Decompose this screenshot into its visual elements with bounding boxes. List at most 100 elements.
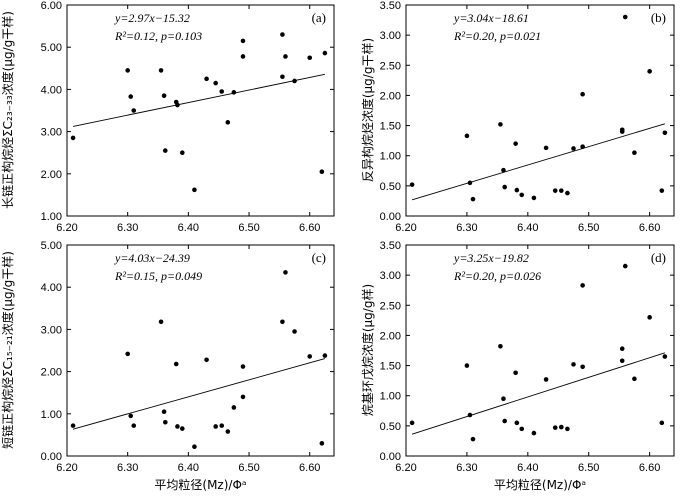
- data-point: [280, 74, 285, 80]
- data-point: [470, 436, 476, 442]
- y-tick-label: 1.50: [380, 121, 401, 133]
- data-point: [531, 430, 537, 436]
- x-tick-label: 6.60: [639, 222, 660, 234]
- data-point: [619, 346, 625, 351]
- data-point: [409, 420, 415, 426]
- x-tick-label: 6.30: [117, 222, 138, 234]
- data-point: [559, 424, 564, 430]
- data-point: [319, 441, 325, 446]
- data-point: [580, 364, 585, 370]
- data-point: [322, 353, 328, 358]
- data-point: [502, 418, 507, 424]
- x-axis-title: 平均粒径(Mz)/Φᵃ: [154, 477, 246, 492]
- data-point: [662, 354, 668, 359]
- x-tick-label: 6.60: [299, 222, 320, 234]
- x-tick-label: 6.50: [578, 222, 599, 234]
- data-point: [125, 68, 130, 73]
- data-point: [283, 54, 288, 59]
- x-tick-label: 6.40: [178, 462, 199, 474]
- x-tick-label: 6.40: [517, 462, 538, 474]
- y-tick-label: 0.00: [41, 451, 62, 463]
- y-tick-label: 4.00: [41, 282, 62, 294]
- data-point: [565, 426, 570, 432]
- data-point: [470, 196, 476, 202]
- x-tick-label: 6.30: [456, 462, 477, 474]
- data-point: [280, 32, 285, 37]
- data-point: [580, 144, 585, 149]
- data-point: [519, 192, 525, 198]
- y-tick-label: 0.00: [380, 451, 401, 463]
- data-point: [192, 187, 197, 193]
- panel-label: (c): [312, 250, 326, 265]
- y-tick-label: 1.00: [380, 391, 401, 403]
- panel-label: (a): [312, 10, 326, 25]
- data-point: [219, 89, 225, 94]
- x-tick-label: 6.60: [639, 462, 660, 474]
- y-tick-label: 0.00: [380, 211, 401, 223]
- data-point: [502, 184, 507, 190]
- data-point: [571, 146, 576, 151]
- data-point: [280, 319, 285, 325]
- data-point: [283, 270, 288, 275]
- data-point: [128, 413, 134, 419]
- data-point: [225, 120, 231, 125]
- y-axis-title: 反异构烷烃浓度(μg/g干样): [360, 38, 375, 182]
- data-point: [514, 420, 520, 426]
- data-point: [552, 425, 558, 430]
- data-point: [307, 55, 313, 61]
- y-tick-label: 2.00: [41, 367, 62, 379]
- data-point: [213, 80, 218, 86]
- regression-stats: R²=0.15, p=0.049: [114, 269, 202, 283]
- data-point: [213, 424, 218, 429]
- y-tick-label: 1.00: [380, 151, 401, 163]
- data-point: [161, 93, 167, 99]
- y-tick-label: 1.00: [41, 409, 62, 421]
- data-point: [580, 283, 585, 288]
- data-point: [662, 130, 668, 136]
- data-point: [204, 76, 209, 82]
- data-point: [498, 122, 503, 127]
- regression-stats: R²=0.12, p=0.103: [114, 29, 202, 43]
- data-point: [409, 182, 415, 187]
- data-point: [70, 423, 76, 428]
- y-tick-label: 3.00: [380, 30, 401, 42]
- y-tick-label: 2.00: [380, 330, 401, 342]
- x-tick-label: 6.40: [178, 222, 199, 234]
- y-tick-label: 2.50: [380, 60, 401, 72]
- data-point: [158, 319, 164, 325]
- data-point: [231, 90, 237, 95]
- data-point: [70, 135, 76, 141]
- x-tick-label: 6.50: [238, 222, 259, 234]
- data-point: [580, 91, 585, 97]
- x-tick-label: 6.20: [395, 462, 416, 474]
- data-point: [622, 263, 628, 269]
- y-tick-label: 1.00: [41, 211, 62, 223]
- data-point: [179, 150, 185, 155]
- data-point: [559, 188, 564, 193]
- y-axis-title: 短链正构烷烃ΣC₁₅₋₂₁浓度(μg/g干样): [0, 251, 15, 449]
- y-tick-label: 2.00: [41, 169, 62, 181]
- y-axis-title: 长链正构烷烃ΣC₂₃₋₃₃浓度(μg/g干样): [0, 11, 15, 209]
- regression-stats: R²=0.20, p=0.021: [453, 29, 541, 43]
- data-point: [619, 127, 625, 133]
- y-tick-label: 5.00: [41, 42, 62, 54]
- data-point: [531, 195, 537, 201]
- data-point: [173, 361, 179, 367]
- data-point: [231, 405, 237, 410]
- data-point: [128, 94, 134, 99]
- data-point: [175, 102, 180, 108]
- x-tick-label: 6.20: [395, 222, 416, 234]
- data-point: [175, 424, 180, 429]
- panel-b: 6.20 6.30 6.40 6.50 6.60 0.00 0.50 1.00 1.50 2.00…: [360, 0, 675, 234]
- plot-frame: [66, 4, 335, 217]
- data-point: [514, 187, 520, 193]
- y-tick-label: 2.00: [380, 90, 401, 102]
- regression-equation: y=4.03x−24.39: [114, 251, 190, 265]
- data-point: [543, 145, 549, 151]
- y-tick-label: 3.50: [380, 0, 401, 12]
- y-tick-label: 4.00: [41, 84, 62, 96]
- data-point: [464, 363, 470, 368]
- x-tick-label: 6.30: [117, 462, 138, 474]
- y-tick-label: 3.00: [41, 127, 62, 139]
- data-point: [131, 108, 137, 113]
